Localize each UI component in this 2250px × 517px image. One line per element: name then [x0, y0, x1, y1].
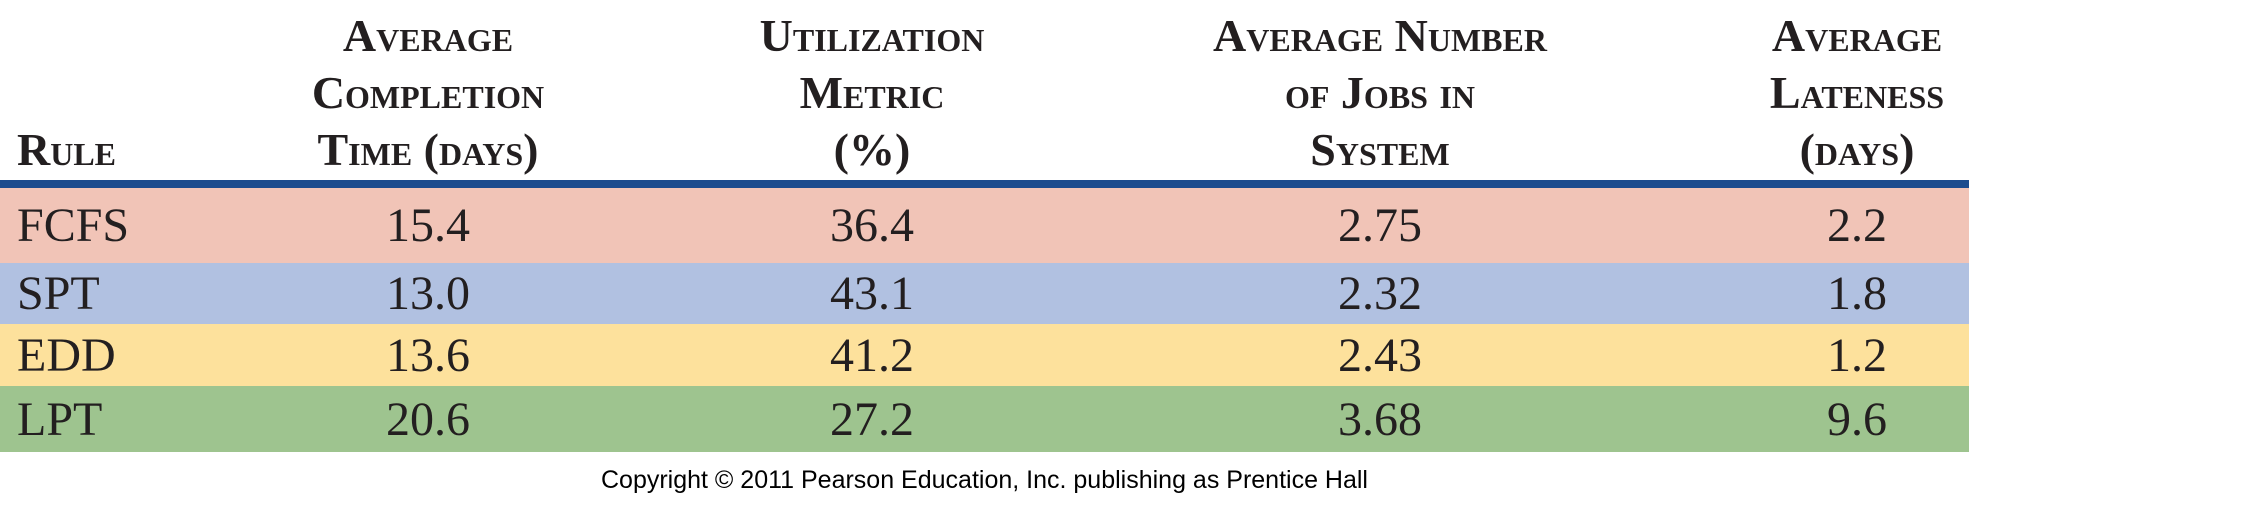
- rule-name: EDD: [17, 328, 116, 382]
- header-line: (days): [1799, 124, 1915, 175]
- cell-value: 27.2: [830, 392, 914, 446]
- header-line: Lateness: [1769, 67, 1945, 118]
- header-line: Average: [1771, 10, 1943, 61]
- header-line: Rule: [17, 124, 117, 175]
- cell-value: 36.4: [830, 199, 914, 252]
- cell-value: 2.43: [1338, 328, 1422, 382]
- header-line: System: [1310, 124, 1450, 175]
- header-line: Time (days): [317, 124, 539, 175]
- column-header: Rule: [17, 0, 116, 178]
- table-row: LPT 20.6 27.2 3.68 9.6: [0, 386, 1969, 452]
- rule-name: FCFS: [17, 199, 130, 252]
- cell-value: 2.75: [1338, 199, 1422, 252]
- header-line: Average Number: [1213, 10, 1547, 61]
- cell-value: 2.32: [1338, 267, 1422, 320]
- header-line: Completion: [311, 67, 545, 118]
- header-line: Metric: [799, 67, 945, 118]
- rule-name: LPT: [17, 392, 103, 446]
- header-line: Utilization: [759, 10, 985, 61]
- table-row: SPT 13.0 43.1 2.32 1.8: [0, 263, 1969, 324]
- column-header: Average Number of Jobs in System: [1080, 0, 1680, 178]
- cell-value: 41.2: [830, 328, 914, 382]
- cell-value: 15.4: [386, 199, 470, 252]
- cell-value: 1.8: [1827, 267, 1887, 320]
- header-line: of Jobs in: [1284, 67, 1476, 118]
- header-rule: [0, 180, 1969, 188]
- header-line: (%): [833, 124, 911, 175]
- rule-name: SPT: [17, 267, 100, 320]
- cell-value: 9.6: [1827, 392, 1887, 446]
- column-header: Average Lateness (days): [1557, 0, 2157, 178]
- table-row: EDD 13.6 41.2 2.43 1.2: [0, 324, 1969, 386]
- cell-value: 13.6: [386, 328, 470, 382]
- table: Rule Average Completion Time (days) Utilizat…: [0, 0, 1969, 452]
- header-line: Average: [342, 10, 514, 61]
- copyright: Copyright © 2011 Pearson Education, Inc.…: [600, 466, 1368, 494]
- column-header: Utilization Metric (%): [572, 0, 1172, 178]
- cell-value: 2.2: [1827, 199, 1887, 252]
- table-row: FCFS 15.4 36.4 2.75 2.2: [0, 188, 1969, 263]
- cell-value: 20.6: [386, 392, 470, 446]
- cell-value: 43.1: [830, 267, 914, 320]
- cell-value: 13.0: [386, 267, 470, 320]
- cell-value: 1.2: [1827, 328, 1887, 382]
- column-header: Average Completion Time (days): [128, 0, 728, 178]
- cell-value: 3.68: [1338, 392, 1422, 446]
